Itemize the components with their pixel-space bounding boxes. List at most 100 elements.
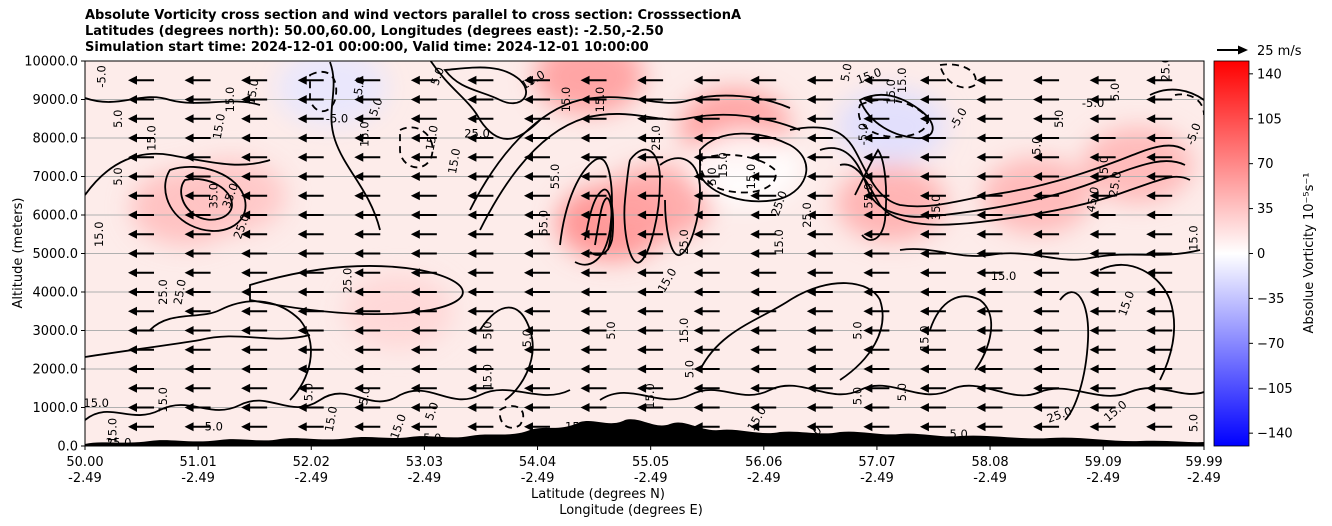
contour-label: 5.0 — [1097, 156, 1111, 174]
wind-vector — [184, 172, 211, 181]
wind-vector — [128, 268, 155, 278]
contour-line — [443, 66, 527, 105]
wind-vector — [693, 403, 720, 412]
wind-vector — [580, 114, 607, 124]
contour-line — [1149, 88, 1204, 101]
wind-vector — [1033, 210, 1060, 220]
wind-vector — [523, 326, 550, 335]
x-tick-label-lon: -2.49 — [408, 471, 442, 486]
wind-vector — [1146, 75, 1173, 85]
contour-label: -5.0 — [326, 111, 348, 125]
wind-vector — [580, 95, 607, 104]
wind-vector — [467, 172, 494, 181]
wind-vector — [467, 75, 494, 85]
wind-vector — [184, 191, 211, 201]
vorticity-blob — [601, 165, 712, 242]
wind-vector — [1033, 114, 1060, 124]
wind-vector — [976, 191, 1003, 201]
vorticity-blob — [534, 61, 645, 115]
wind-vector — [523, 114, 550, 124]
wind-vector — [467, 287, 494, 297]
wind-vector — [184, 364, 211, 374]
y-tick-label: 4000.0 — [33, 286, 79, 301]
wind-vector — [297, 75, 324, 85]
contour-line — [1099, 264, 1176, 381]
wind-vector — [750, 152, 777, 162]
wind-vector — [637, 345, 664, 355]
x-axis-label-longitude: Longitude (degrees E) — [559, 503, 703, 518]
x-axis: 50.00-2.4951.01-2.4952.02-2.4953.03-2.49… — [66, 446, 1223, 486]
wind-vector — [1089, 268, 1116, 278]
wind-vector — [184, 152, 211, 162]
wind-vector — [241, 210, 268, 220]
wind-vector — [806, 133, 833, 143]
wind-vector — [1089, 172, 1116, 181]
wind-vector — [1089, 152, 1116, 162]
wind-vector — [297, 422, 324, 432]
wind-vector — [297, 191, 324, 201]
wind-vector — [241, 364, 268, 374]
wind-vector — [1033, 249, 1060, 258]
wind-vector — [580, 172, 607, 181]
wind-vector — [750, 345, 777, 355]
wind-vector — [637, 152, 664, 162]
wind-vector — [1089, 229, 1116, 239]
wind-vector — [1146, 172, 1173, 181]
contour-label: 5.0 — [366, 96, 385, 118]
contour-label: 25.0 — [1158, 56, 1172, 82]
wind-vector — [184, 287, 211, 297]
wind-vector — [580, 364, 607, 374]
colorbar-ticks: −140 −105 −70 −35 0 35 70 105 140 — [1249, 67, 1293, 442]
x-tick-label-lat: 59.99 — [1185, 455, 1222, 470]
wind-vector — [128, 345, 155, 355]
wind-vector — [976, 326, 1003, 335]
wind-vector — [863, 268, 890, 278]
wind-vector — [750, 249, 777, 258]
wind-vector — [863, 403, 890, 412]
wind-vector — [863, 306, 890, 316]
wind-vector — [1146, 383, 1173, 393]
wind-vector — [580, 229, 607, 239]
wind-vector — [410, 114, 437, 124]
contour-label: 15.0 — [643, 383, 657, 409]
wind-vector — [919, 75, 946, 85]
wind-vector — [410, 229, 437, 239]
wind-vector — [410, 306, 437, 316]
wind-vector — [1089, 287, 1116, 297]
y-tick-label: 8000.0 — [33, 132, 79, 147]
wind-vector — [806, 403, 833, 412]
wind-vector — [919, 422, 946, 432]
y-axis-label: Altitude (meters) — [11, 198, 26, 309]
wind-vector — [467, 306, 494, 316]
wind-vector — [1089, 114, 1116, 124]
x-tick-label-lon: -2.49 — [1086, 471, 1120, 486]
wind-vector — [1146, 249, 1173, 258]
wind-vector — [976, 287, 1003, 297]
wind-vector — [863, 383, 890, 393]
wind-vector — [128, 306, 155, 316]
wind-vector — [863, 95, 890, 104]
wind-vector — [580, 326, 607, 335]
contour-line — [623, 148, 661, 264]
wind-vector — [863, 229, 890, 239]
contour-label: -5.0 — [350, 76, 368, 101]
wind-vector — [410, 383, 437, 393]
wind-vector — [1146, 345, 1173, 355]
wind-vector — [184, 422, 211, 432]
wind-vector — [637, 172, 664, 181]
contour-label: 25.0 — [171, 278, 189, 306]
wind-vector — [184, 383, 211, 393]
contour-line-negative — [498, 405, 525, 429]
wind-vector — [976, 403, 1003, 412]
wind-vector — [1033, 172, 1060, 181]
wind-vector — [1146, 114, 1173, 124]
wind-vector — [467, 95, 494, 104]
y-tick-label: 7000.0 — [33, 170, 79, 185]
wind-vector — [467, 326, 494, 335]
wind-vector — [919, 364, 946, 374]
wind-vector — [410, 133, 437, 143]
wind-vector — [580, 345, 607, 355]
wind-vector — [297, 249, 324, 258]
wind-vector — [693, 210, 720, 220]
wind-vector — [467, 345, 494, 355]
